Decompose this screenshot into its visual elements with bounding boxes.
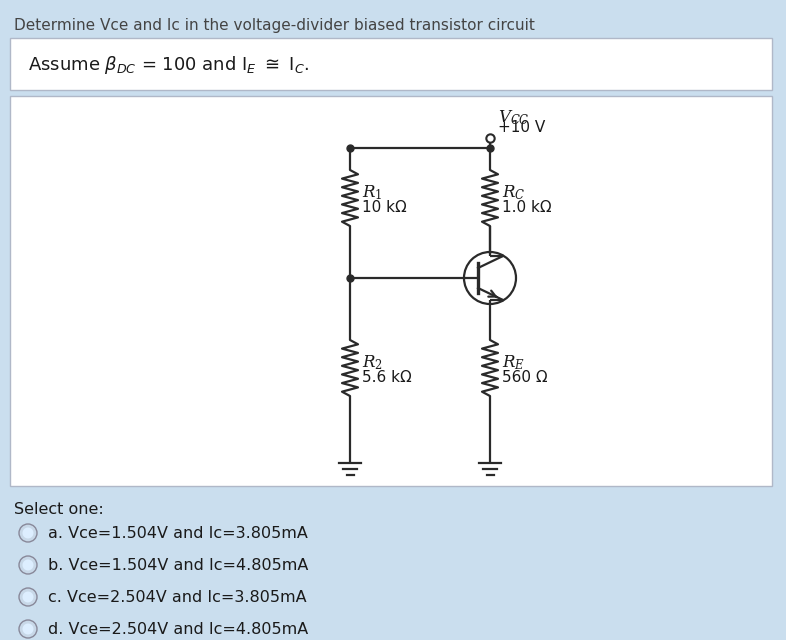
Circle shape <box>23 527 34 538</box>
Text: $V_{CC}$: $V_{CC}$ <box>498 108 530 127</box>
Text: $R_2$: $R_2$ <box>362 353 383 372</box>
FancyBboxPatch shape <box>10 96 772 486</box>
Text: 560 Ω: 560 Ω <box>502 370 548 385</box>
Text: 5.6 kΩ: 5.6 kΩ <box>362 370 412 385</box>
Text: $R_E$: $R_E$ <box>502 353 525 372</box>
Text: 10 kΩ: 10 kΩ <box>362 200 406 215</box>
Text: b. Vce=1.504V and Ic=4.805mA: b. Vce=1.504V and Ic=4.805mA <box>48 557 308 573</box>
Circle shape <box>23 591 34 602</box>
Circle shape <box>19 524 37 542</box>
Circle shape <box>19 588 37 606</box>
Text: d. Vce=2.504V and Ic=4.805mA: d. Vce=2.504V and Ic=4.805mA <box>48 621 308 637</box>
Text: a. Vce=1.504V and Ic=3.805mA: a. Vce=1.504V and Ic=3.805mA <box>48 525 308 541</box>
Text: Assume $\beta_{DC}$ = 100 and I$_E$ $\cong$ I$_C$.: Assume $\beta_{DC}$ = 100 and I$_E$ $\co… <box>28 54 310 76</box>
Circle shape <box>23 623 34 634</box>
Circle shape <box>19 620 37 638</box>
Circle shape <box>19 556 37 574</box>
FancyBboxPatch shape <box>10 38 772 90</box>
Text: +10 V: +10 V <box>498 120 545 135</box>
Text: Determine Vce and Ic in the voltage-divider biased transistor circuit: Determine Vce and Ic in the voltage-divi… <box>14 18 535 33</box>
Text: $R_C$: $R_C$ <box>502 183 525 202</box>
Text: 1.0 kΩ: 1.0 kΩ <box>502 200 552 215</box>
Text: $R_1$: $R_1$ <box>362 183 383 202</box>
Text: c. Vce=2.504V and Ic=3.805mA: c. Vce=2.504V and Ic=3.805mA <box>48 589 307 605</box>
Text: Select one:: Select one: <box>14 502 104 517</box>
Circle shape <box>23 559 34 570</box>
